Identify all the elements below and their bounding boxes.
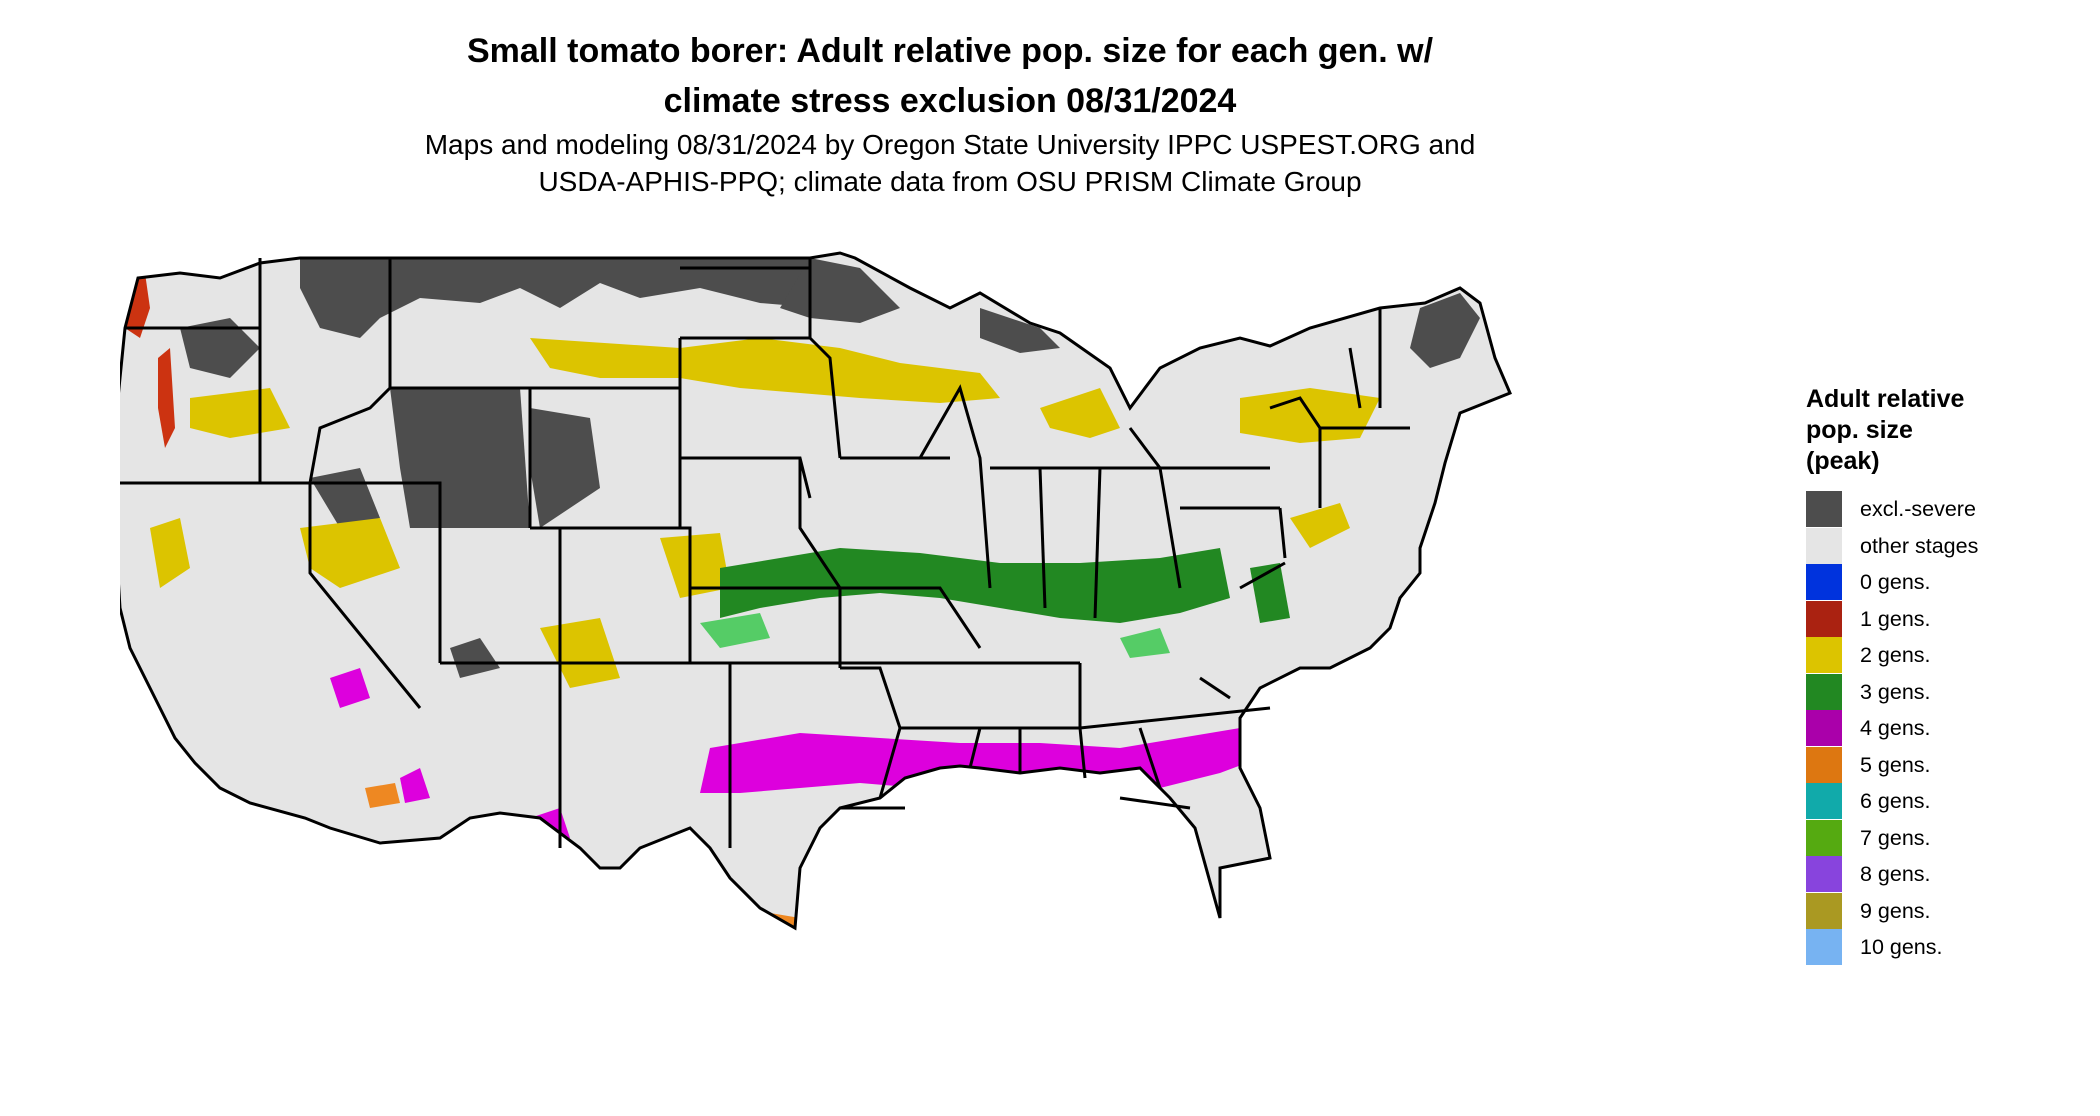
us-outline bbox=[120, 251, 1512, 931]
legend-swatch bbox=[1806, 892, 1842, 929]
legend-swatch bbox=[1806, 856, 1842, 892]
legend-swatch bbox=[1806, 600, 1842, 637]
legend-swatch bbox=[1806, 819, 1842, 856]
legend-item: 6 gens. bbox=[1806, 783, 2096, 820]
legend-item: 8 gens. bbox=[1806, 856, 2096, 893]
legend-label: 4 gens. bbox=[1860, 716, 1931, 740]
legend-item: other stages bbox=[1806, 527, 2096, 565]
legend-swatch bbox=[1806, 929, 1842, 965]
zone-3-gen-light bbox=[700, 613, 1170, 658]
legend-label: 3 gens. bbox=[1860, 679, 1931, 704]
legend-title: Adult relative pop. size (peak) bbox=[1806, 384, 2096, 477]
legend-label: 1 gens. bbox=[1860, 606, 1931, 631]
legend-item: excl.-severe bbox=[1806, 491, 2096, 528]
legend-item: 7 gens. bbox=[1806, 819, 2096, 857]
legend-swatch bbox=[1806, 783, 1842, 819]
map-title: Small tomato borer: Adult relative pop. … bbox=[240, 26, 1660, 126]
legend-label: excl.-severe bbox=[1860, 497, 1976, 521]
legend-swatch bbox=[1806, 673, 1842, 710]
legend-item: 3 gens. bbox=[1806, 673, 2096, 711]
legend-label: 7 gens. bbox=[1860, 825, 1931, 850]
legend-label: 10 gens. bbox=[1860, 935, 1943, 959]
legend-title-line-1: Adult relative bbox=[1806, 385, 1965, 413]
legend-label: 5 gens. bbox=[1860, 752, 1931, 777]
subtitle-line-2: USDA-APHIS-PPQ; climate data from OSU PR… bbox=[538, 166, 1362, 197]
legend-item: 0 gens. bbox=[1806, 564, 2096, 601]
state-borders bbox=[120, 251, 1512, 931]
subtitle-line-1: Maps and modeling 08/31/2024 by Oregon S… bbox=[424, 129, 1476, 160]
legend-title-line-3: (peak) bbox=[1806, 447, 1880, 475]
legend-swatch bbox=[1806, 746, 1842, 783]
legend-swatch bbox=[1806, 564, 1842, 600]
us-map bbox=[120, 251, 1512, 1080]
legend-label: 2 gens. bbox=[1860, 643, 1931, 667]
legend-title-line-2: pop. size bbox=[1806, 416, 1913, 444]
legend-item: 5 gens. bbox=[1806, 746, 2096, 784]
legend-item: 2 gens. bbox=[1806, 637, 2096, 674]
title-line-1: Small tomato borer: Adult relative pop. … bbox=[466, 32, 1434, 70]
legend-label: other stages bbox=[1860, 533, 1979, 558]
title-line-2: climate stress exclusion 08/31/2024 bbox=[663, 82, 1237, 120]
map-subtitle: Maps and modeling 08/31/2024 by Oregon S… bbox=[240, 126, 1660, 200]
legend-swatch bbox=[1806, 637, 1842, 673]
legend-label: 6 gens. bbox=[1860, 789, 1931, 813]
legend-label: 0 gens. bbox=[1860, 570, 1931, 594]
legend: Adult relative pop. size (peak) excl.-se… bbox=[1806, 384, 2096, 966]
legend-item: 1 gens. bbox=[1806, 600, 2096, 638]
legend-item: 10 gens. bbox=[1806, 929, 2096, 966]
legend-item: 4 gens. bbox=[1806, 710, 2096, 747]
legend-item: 9 gens. bbox=[1806, 892, 2096, 930]
legend-items: excl.-severe other stages 0 gens. 1 gens. 2 … bbox=[1806, 491, 2096, 966]
legend-label: 9 gens. bbox=[1860, 898, 1931, 923]
legend-label: 8 gens. bbox=[1860, 862, 1931, 886]
legend-swatch bbox=[1806, 527, 1842, 564]
legend-swatch bbox=[1806, 491, 1842, 527]
zone-6-gen bbox=[1275, 1048, 1292, 1080]
legend-swatch bbox=[1806, 710, 1842, 746]
